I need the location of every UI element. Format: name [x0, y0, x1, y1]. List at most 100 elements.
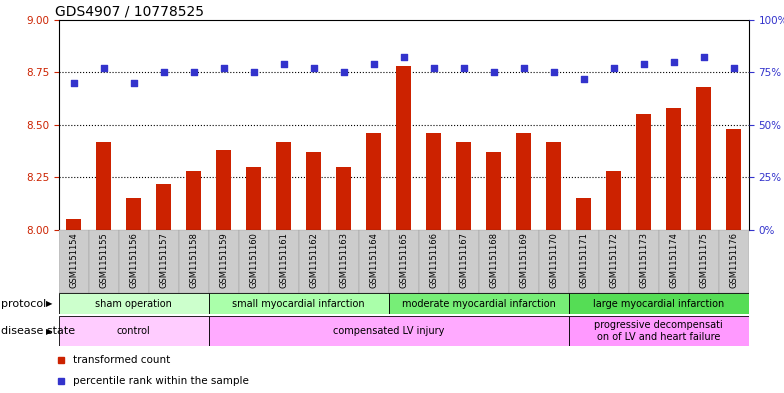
Text: GSM1151154: GSM1151154	[69, 232, 78, 288]
Bar	[688, 230, 719, 293]
Point	[488, 69, 500, 75]
Point	[128, 79, 140, 86]
Bar	[629, 230, 659, 293]
Text: GSM1151170: GSM1151170	[550, 232, 558, 288]
Text: ▶: ▶	[46, 327, 53, 336]
Bar	[59, 316, 209, 346]
Bar	[59, 293, 209, 314]
Bar	[516, 133, 532, 230]
Text: GSM1151171: GSM1151171	[579, 232, 588, 288]
Bar	[509, 230, 539, 293]
Text: GSM1151172: GSM1151172	[609, 232, 619, 288]
Text: GSM1151155: GSM1151155	[100, 232, 108, 288]
Text: GSM1151156: GSM1151156	[129, 232, 138, 288]
Bar	[486, 152, 501, 230]
Bar	[216, 150, 231, 230]
Bar	[448, 230, 479, 293]
Text: ▶: ▶	[46, 299, 53, 308]
Text: moderate myocardial infarction: moderate myocardial infarction	[402, 299, 556, 309]
Point	[67, 79, 80, 86]
Bar	[59, 230, 89, 293]
Text: GSM1151165: GSM1151165	[399, 232, 408, 288]
Point	[217, 65, 230, 71]
Bar	[246, 167, 261, 230]
Bar	[659, 230, 688, 293]
Text: GSM1151162: GSM1151162	[309, 232, 318, 288]
Bar	[328, 230, 359, 293]
Bar	[336, 167, 351, 230]
Bar	[366, 133, 381, 230]
Point	[368, 61, 380, 67]
Bar	[568, 230, 599, 293]
Point	[307, 65, 320, 71]
Bar	[479, 230, 509, 293]
Point	[187, 69, 200, 75]
Bar	[599, 230, 629, 293]
Point	[728, 65, 740, 71]
Bar	[576, 198, 591, 230]
Point	[397, 54, 410, 61]
Point	[517, 65, 530, 71]
Point	[278, 61, 290, 67]
Text: transformed count: transformed count	[73, 354, 170, 365]
Bar	[276, 141, 292, 230]
Text: compensated LV injury: compensated LV injury	[333, 326, 445, 336]
Point	[667, 59, 680, 65]
Bar	[269, 230, 299, 293]
Point	[427, 65, 440, 71]
Point	[158, 69, 170, 75]
Text: GSM1151157: GSM1151157	[159, 232, 169, 288]
Bar	[389, 293, 568, 314]
Text: GSM1151160: GSM1151160	[249, 232, 258, 288]
Text: GDS4907 / 10778525: GDS4907 / 10778525	[56, 4, 205, 18]
Bar	[456, 141, 471, 230]
Text: GSM1151163: GSM1151163	[339, 232, 348, 288]
Bar	[419, 230, 448, 293]
Bar	[568, 316, 749, 346]
Text: GSM1151164: GSM1151164	[369, 232, 378, 288]
Bar	[606, 171, 621, 230]
Point	[608, 65, 620, 71]
Bar	[696, 87, 711, 230]
Bar	[666, 108, 681, 230]
Bar	[719, 230, 749, 293]
Bar	[179, 230, 209, 293]
Bar	[359, 230, 389, 293]
Point	[578, 75, 590, 82]
Bar	[209, 230, 239, 293]
Bar	[156, 184, 171, 230]
Bar	[568, 293, 749, 314]
Bar	[299, 230, 328, 293]
Bar	[209, 316, 568, 346]
Bar	[96, 141, 111, 230]
Point	[637, 61, 650, 67]
Text: sham operation: sham operation	[96, 299, 172, 309]
Text: GSM1151176: GSM1151176	[729, 232, 739, 288]
Bar	[726, 129, 741, 230]
Text: GSM1151161: GSM1151161	[279, 232, 289, 288]
Bar	[396, 66, 412, 230]
Text: small myocardial infarction: small myocardial infarction	[233, 299, 365, 309]
Bar	[67, 219, 82, 230]
Bar	[126, 198, 141, 230]
Bar	[239, 230, 269, 293]
Bar	[149, 230, 179, 293]
Text: GSM1151173: GSM1151173	[639, 232, 648, 288]
Text: GSM1151169: GSM1151169	[519, 232, 528, 288]
Point	[337, 69, 350, 75]
Text: GSM1151167: GSM1151167	[459, 232, 468, 288]
Bar	[546, 141, 561, 230]
Bar	[187, 171, 201, 230]
Bar	[389, 230, 419, 293]
Bar	[307, 152, 321, 230]
Text: GSM1151168: GSM1151168	[489, 232, 499, 288]
Point	[97, 65, 110, 71]
Bar	[637, 114, 652, 230]
Text: large myocardial infarction: large myocardial infarction	[593, 299, 724, 309]
Bar	[119, 230, 149, 293]
Point	[547, 69, 560, 75]
Point	[698, 54, 710, 61]
Text: GSM1151166: GSM1151166	[430, 232, 438, 288]
Bar	[426, 133, 441, 230]
Text: GSM1151158: GSM1151158	[189, 232, 198, 288]
